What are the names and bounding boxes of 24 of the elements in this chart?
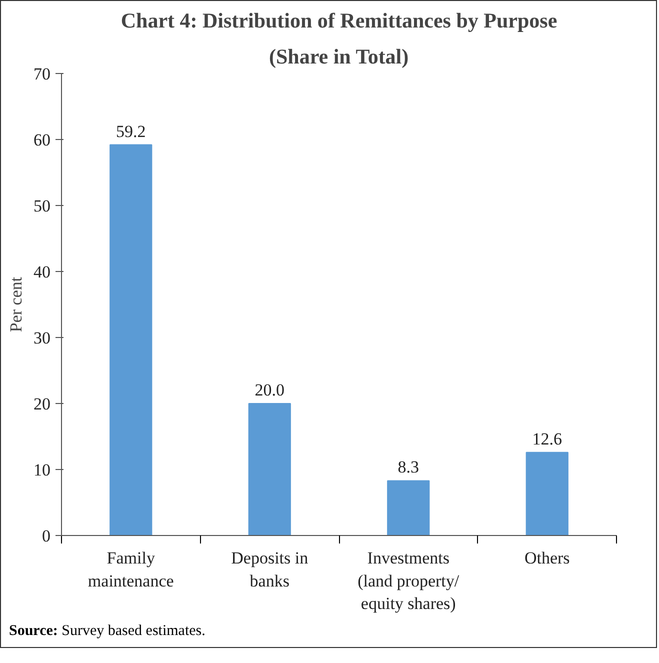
chart-title: Chart 4: Distribution of Remittances by Purpose xyxy=(120,8,558,32)
y-tick-label: 50 xyxy=(34,196,50,216)
data-label: 59.2 xyxy=(116,122,146,141)
y-tick-label: 30 xyxy=(34,328,50,348)
x-tick-label: Investments (land property/ equity shares) xyxy=(358,548,460,614)
bar xyxy=(387,480,430,536)
y-tick-label: 60 xyxy=(34,130,50,150)
x-tick-label: Others xyxy=(524,548,570,568)
bar xyxy=(110,144,152,536)
data-label: 20.0 xyxy=(254,380,284,400)
bar xyxy=(248,403,291,536)
source-note: Source: Survey based estimates. xyxy=(9,622,206,641)
data-label: 12.6 xyxy=(532,429,562,448)
x-tick-label: Deposits in banks xyxy=(231,548,309,590)
chart-subtitle: (Share in Total) xyxy=(268,44,409,68)
y-axis-title: Per cent xyxy=(6,276,26,332)
y-tick-label: 70 xyxy=(34,64,50,84)
y-tick-label: 10 xyxy=(34,460,50,480)
data-label: 8.3 xyxy=(398,458,419,477)
x-tick-label: Family maintenance xyxy=(88,548,174,590)
bar xyxy=(526,452,568,536)
y-tick-label: 40 xyxy=(34,262,50,282)
y-tick-label: 20 xyxy=(34,394,50,414)
y-tick-label: 0 xyxy=(42,526,50,546)
